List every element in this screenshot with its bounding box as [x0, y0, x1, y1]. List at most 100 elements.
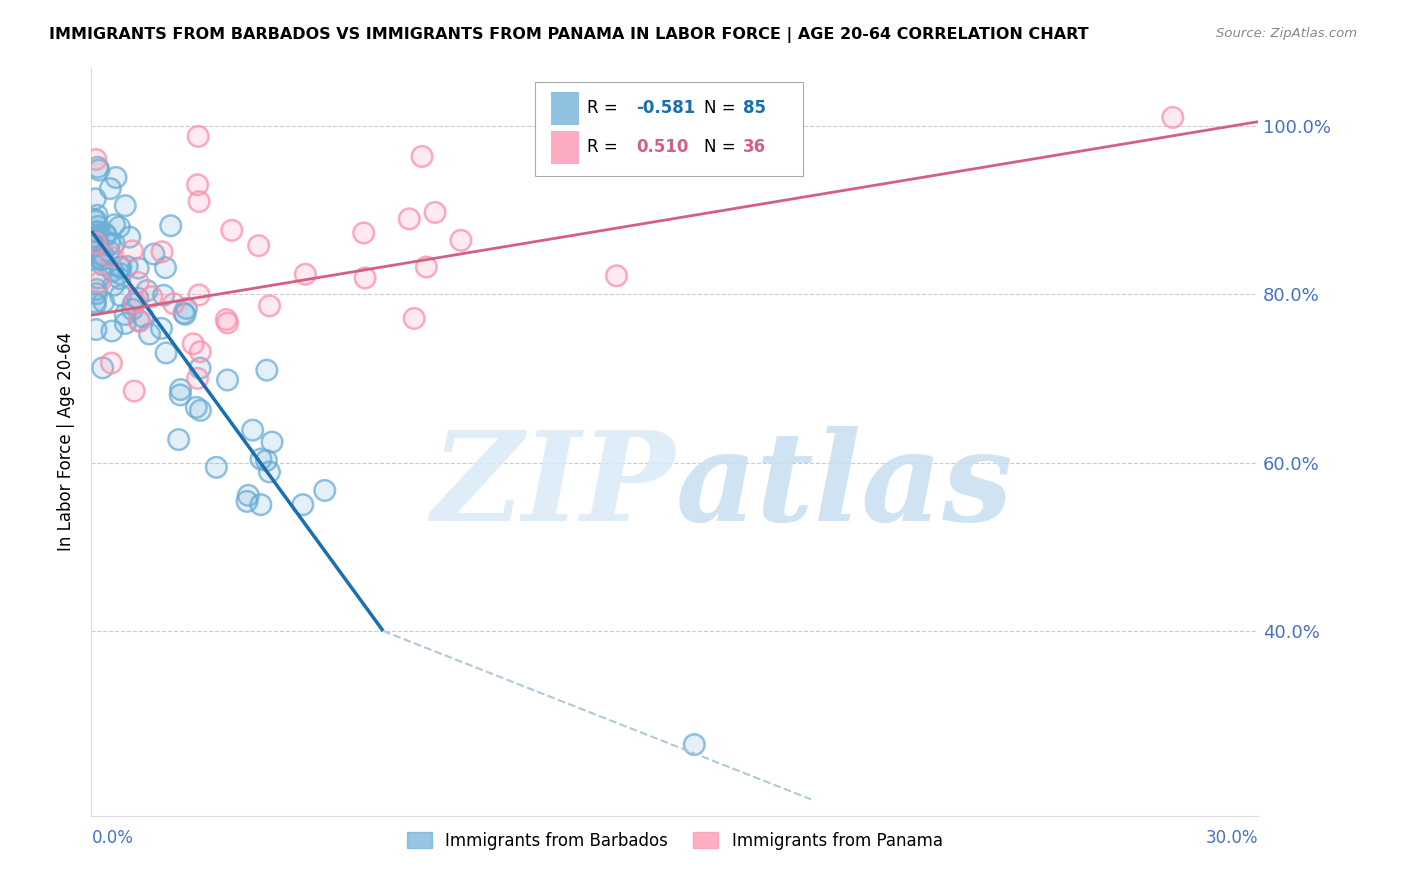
Point	[141, 290, 163, 304]
Point	[84, 297, 107, 311]
Point	[260, 435, 283, 450]
Point	[259, 299, 281, 313]
Point	[110, 260, 132, 275]
Point	[167, 433, 190, 447]
Point	[259, 299, 281, 313]
Point	[127, 261, 149, 276]
Point	[101, 324, 124, 338]
Point	[188, 361, 211, 376]
Point	[91, 249, 114, 263]
Point	[138, 326, 160, 341]
Point	[86, 235, 108, 249]
Point	[188, 344, 211, 359]
Point	[173, 306, 195, 320]
Point	[173, 306, 195, 320]
Point	[94, 228, 117, 243]
Point	[86, 208, 108, 222]
Point	[94, 227, 117, 241]
Point	[187, 178, 209, 192]
Point	[163, 296, 186, 310]
Point	[159, 219, 181, 233]
Point	[174, 307, 197, 321]
Point	[247, 238, 270, 252]
Point	[124, 295, 146, 310]
Point	[84, 322, 107, 336]
Point	[411, 149, 433, 163]
Point	[683, 738, 706, 752]
Point	[415, 260, 437, 274]
Text: R =: R =	[588, 138, 628, 156]
Point	[89, 275, 111, 289]
Point	[105, 170, 128, 185]
Point	[103, 278, 125, 293]
Point	[291, 498, 314, 512]
Point	[98, 244, 121, 259]
Text: atlas: atlas	[675, 425, 1012, 548]
Point	[188, 361, 211, 376]
Point	[84, 297, 107, 311]
Point	[187, 178, 209, 192]
Point	[217, 373, 239, 387]
Point	[108, 219, 131, 234]
Point	[93, 295, 115, 310]
Point	[114, 308, 136, 322]
FancyBboxPatch shape	[551, 130, 579, 163]
Point	[423, 205, 446, 219]
Point	[84, 214, 107, 228]
Point	[91, 249, 114, 263]
Point	[155, 346, 177, 360]
Y-axis label: In Labor Force | Age 20-64: In Labor Force | Age 20-64	[58, 332, 76, 551]
Point	[86, 283, 108, 297]
Point	[683, 738, 706, 752]
Point	[84, 238, 107, 252]
Point	[84, 153, 107, 167]
Point	[188, 288, 211, 302]
Point	[143, 247, 166, 261]
Point	[103, 236, 125, 251]
Point	[188, 194, 211, 209]
Point	[118, 230, 141, 244]
Point	[91, 258, 114, 272]
Point	[606, 268, 628, 283]
Point	[155, 346, 177, 360]
Point	[215, 312, 238, 326]
Point	[87, 225, 110, 239]
Point	[84, 236, 107, 251]
Point	[398, 211, 420, 226]
Point	[221, 223, 243, 237]
Point	[84, 214, 107, 228]
Point	[217, 373, 239, 387]
Point	[103, 236, 125, 251]
Point	[187, 129, 209, 144]
Point	[86, 286, 108, 301]
Point	[127, 291, 149, 305]
Point	[256, 363, 278, 377]
Point	[84, 192, 107, 206]
Point	[242, 423, 264, 437]
Point	[128, 313, 150, 327]
Point	[121, 302, 143, 317]
Text: 0.0%: 0.0%	[91, 829, 134, 847]
Point	[91, 360, 114, 375]
Point	[108, 260, 131, 274]
Point	[314, 483, 336, 498]
FancyBboxPatch shape	[534, 82, 803, 176]
Point	[411, 149, 433, 163]
Point	[103, 278, 125, 293]
Point	[188, 194, 211, 209]
Point	[93, 295, 115, 310]
Point	[415, 260, 437, 274]
Point	[110, 288, 132, 302]
Point	[174, 307, 197, 321]
Point	[128, 314, 150, 328]
Text: 30.0%: 30.0%	[1206, 829, 1258, 847]
Point	[236, 494, 259, 508]
Point	[169, 388, 191, 402]
Point	[215, 312, 238, 326]
Point	[84, 322, 107, 336]
Point	[155, 260, 177, 275]
Point	[176, 301, 198, 316]
Point	[91, 258, 114, 272]
Point	[187, 371, 209, 385]
Point	[87, 163, 110, 178]
